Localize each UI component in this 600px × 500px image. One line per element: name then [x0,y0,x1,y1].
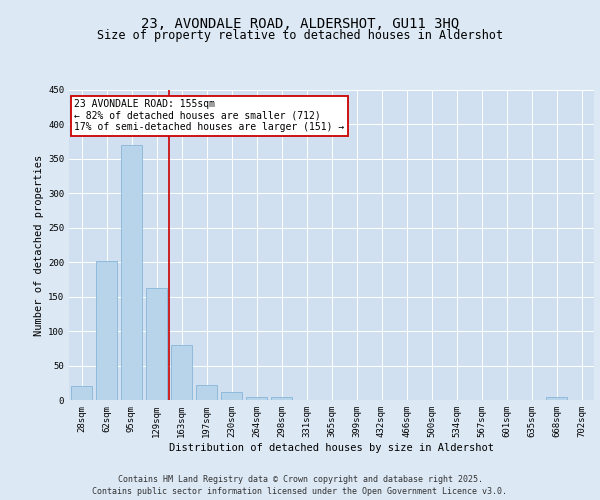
Bar [221,392,242,400]
Bar [96,261,117,400]
Text: 23, AVONDALE ROAD, ALDERSHOT, GU11 3HQ: 23, AVONDALE ROAD, ALDERSHOT, GU11 3HQ [141,18,459,32]
Bar [171,345,192,400]
Bar [546,396,567,400]
Text: Size of property relative to detached houses in Aldershot: Size of property relative to detached ho… [97,29,503,42]
Bar [271,396,292,400]
Text: Contains public sector information licensed under the Open Government Licence v3: Contains public sector information licen… [92,486,508,496]
Text: 23 AVONDALE ROAD: 155sqm
← 82% of detached houses are smaller (712)
17% of semi-: 23 AVONDALE ROAD: 155sqm ← 82% of detach… [74,100,344,132]
Bar [146,288,167,400]
Bar [196,385,217,400]
Y-axis label: Number of detached properties: Number of detached properties [34,154,44,336]
Bar [121,145,142,400]
Bar [71,386,92,400]
X-axis label: Distribution of detached houses by size in Aldershot: Distribution of detached houses by size … [169,442,494,452]
Bar [246,397,267,400]
Text: Contains HM Land Registry data © Crown copyright and database right 2025.: Contains HM Land Registry data © Crown c… [118,476,482,484]
